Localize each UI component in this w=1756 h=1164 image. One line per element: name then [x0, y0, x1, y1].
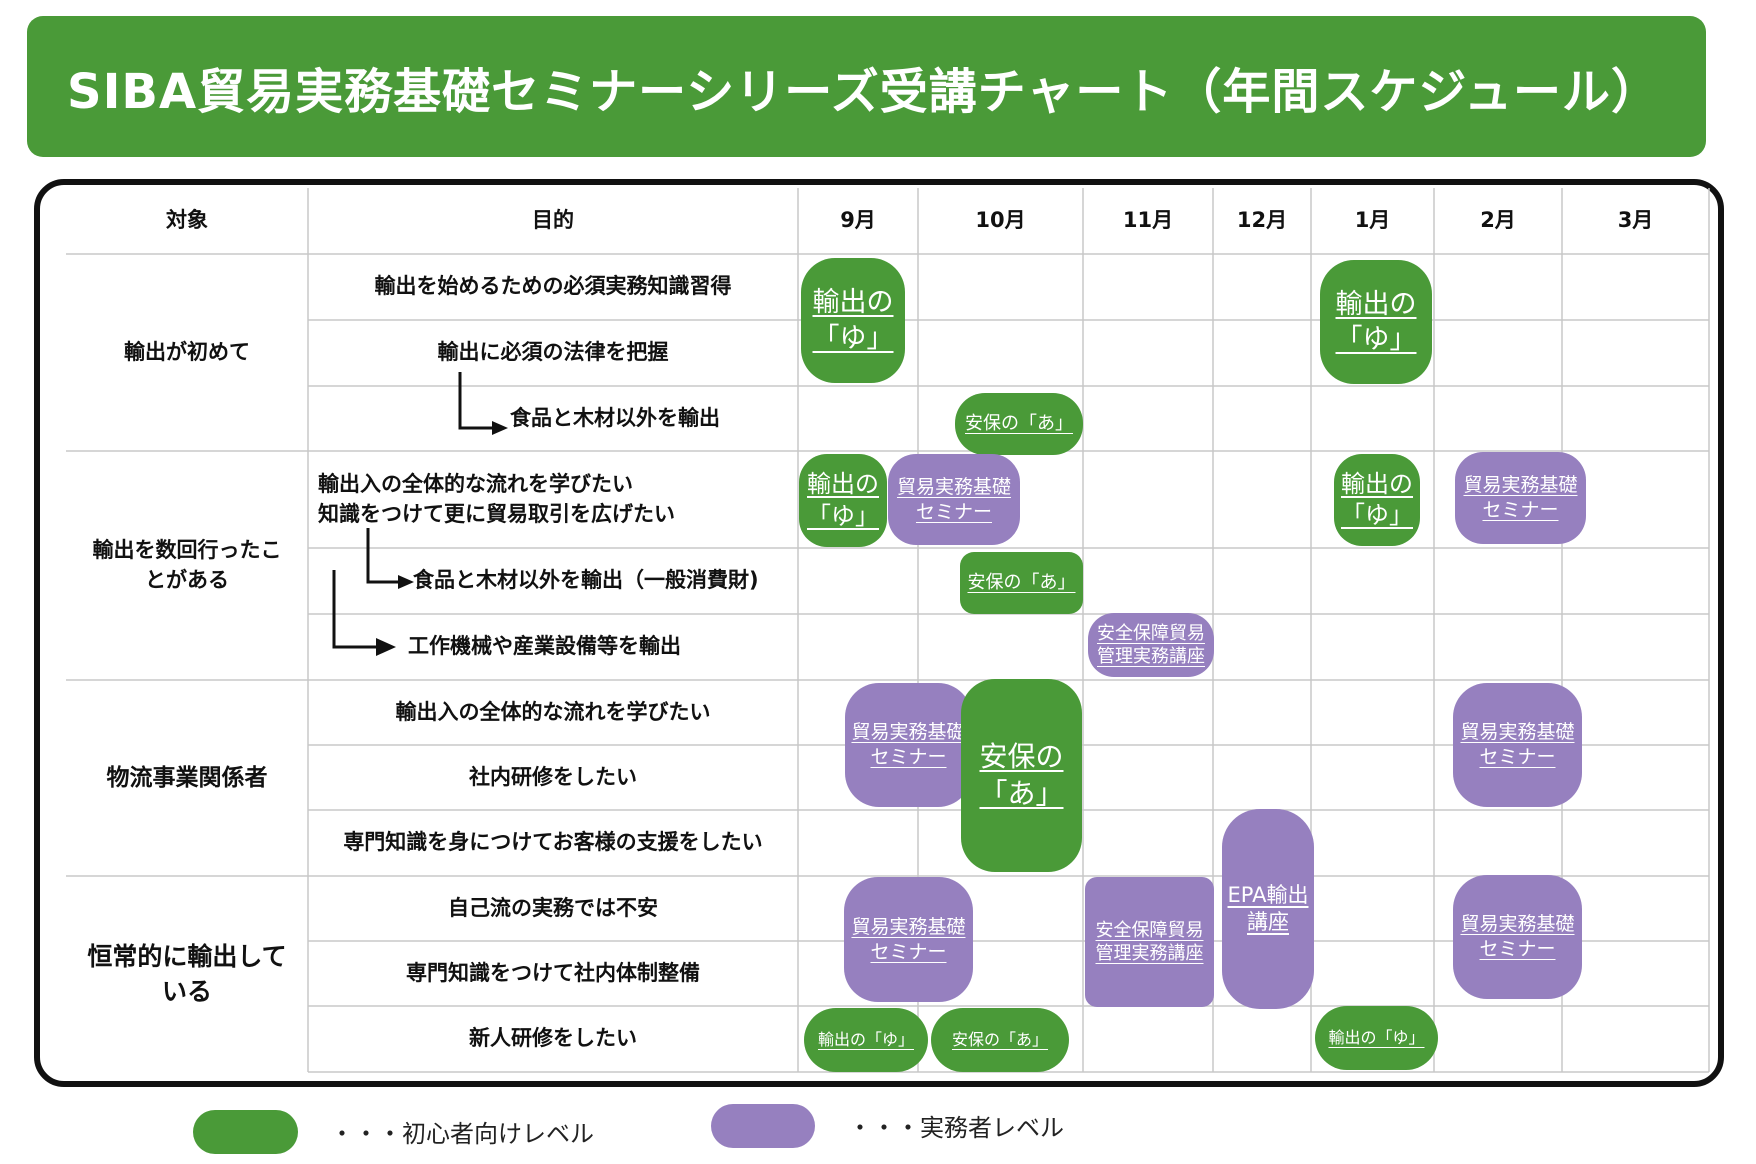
purpose-row: 新人研修をしたい [469, 1026, 637, 1051]
purpose-row: 輸出に必須の法律を把握 [437, 340, 669, 365]
course-a-oct[interactable]: 安保の「あ」 [955, 393, 1083, 455]
course-boeki-feb[interactable]: 貿易実務基礎 セミナー [1455, 452, 1586, 544]
course-boeki-feb[interactable]: 貿易実務基礎 セミナー [1453, 683, 1582, 807]
course-a-oct[interactable]: 安保の 「あ」 [961, 679, 1082, 872]
legend-practitioner-label: ・・・実務者レベル [848, 1114, 1064, 1142]
purpose-row: 専門知識をつけて社内体制整備 [406, 960, 700, 985]
course-epa-dec[interactable]: EPA輸出 講座 [1222, 809, 1314, 1009]
group-first-time-export: 輸出が初めて [124, 339, 250, 364]
arrow-consumer-goods [366, 528, 400, 584]
course-yu-jan[interactable]: 輸出の 「ゆ」 [1320, 260, 1432, 384]
purpose-row: 輸出を始めるための必須実務知識習得 [374, 274, 732, 299]
page-title: SIBA貿易実務基礎セミナーシリーズ受講チャート（年間スケジュール） [27, 16, 1706, 157]
header-month-12: 12月 [1236, 208, 1288, 233]
course-boeki-sep[interactable]: 貿易実務基礎 セミナー [888, 454, 1020, 545]
arrowhead [398, 575, 414, 589]
course-yu-sep[interactable]: 輸出の「ゆ」 [804, 1008, 928, 1072]
purpose-row: 食品と木材以外を輸出 [510, 406, 720, 431]
course-yu-sep[interactable]: 輸出の 「ゆ」 [799, 454, 887, 547]
group-logistics: 物流事業関係者 [106, 764, 268, 791]
header-target: 対象 [166, 208, 208, 233]
course-yu-sep[interactable]: 輸出の 「ゆ」 [801, 258, 905, 383]
legend-beginner-label: ・・・初心者向けレベル [330, 1120, 594, 1148]
header-month-3: 3月 [1617, 208, 1654, 233]
legend-practitioner-swatch [711, 1104, 815, 1148]
group-regular-exporter: 恒常的に輸出して いる [87, 942, 287, 1006]
course-anzen-nov[interactable]: 安全保障貿易 管理実務講座 [1085, 877, 1214, 1007]
purpose-row: 輸出入の全体的な流れを学びたい [395, 699, 711, 724]
purpose-row: 専門知識を身につけてお客様の支援をしたい [343, 830, 763, 855]
group-exported-several-times: 輸出を数回行ったこ とがある [92, 538, 282, 592]
header-month-9: 9月 [840, 208, 876, 233]
arrowhead [492, 421, 508, 435]
header-month-11: 11月 [1122, 208, 1174, 233]
purpose-row: 工作機械や産業設備等を輸出 [408, 634, 681, 659]
purpose-row: 輸出入の全体的な流れを学びたい 知識をつけて更に貿易取引を広げたい [318, 472, 675, 526]
course-a-oct[interactable]: 安保の「あ」 [931, 1008, 1069, 1072]
course-boeki-sep[interactable]: 貿易実務基礎 セミナー [845, 683, 972, 807]
course-boeki-sep[interactable]: 貿易実務基礎 セミナー [844, 877, 973, 1002]
course-yu-jan[interactable]: 輸出の 「ゆ」 [1334, 454, 1420, 546]
header-month-10: 10月 [975, 208, 1026, 233]
course-anzen-nov[interactable]: 安全保障貿易 管理実務講座 [1088, 613, 1214, 677]
purpose-row: 自己流の実務では不安 [448, 895, 658, 920]
header-month-1: 1月 [1354, 208, 1391, 233]
header-purpose: 目的 [532, 208, 574, 233]
arrow-food-wood [458, 372, 495, 430]
course-yu-jan[interactable]: 輸出の「ゆ」 [1315, 1006, 1438, 1070]
course-boeki-feb[interactable]: 貿易実務基礎 セミナー [1453, 875, 1582, 999]
legend-beginner-swatch [193, 1110, 298, 1154]
arrowhead [376, 638, 396, 656]
arrow-machinery [332, 570, 378, 649]
course-a-oct[interactable]: 安保の「あ」 [960, 552, 1083, 614]
purpose-row: 食品と木材以外を輸出（一般消費財) [413, 568, 759, 593]
purpose-row: 社内研修をしたい [469, 764, 637, 789]
header-month-2: 2月 [1480, 208, 1516, 233]
